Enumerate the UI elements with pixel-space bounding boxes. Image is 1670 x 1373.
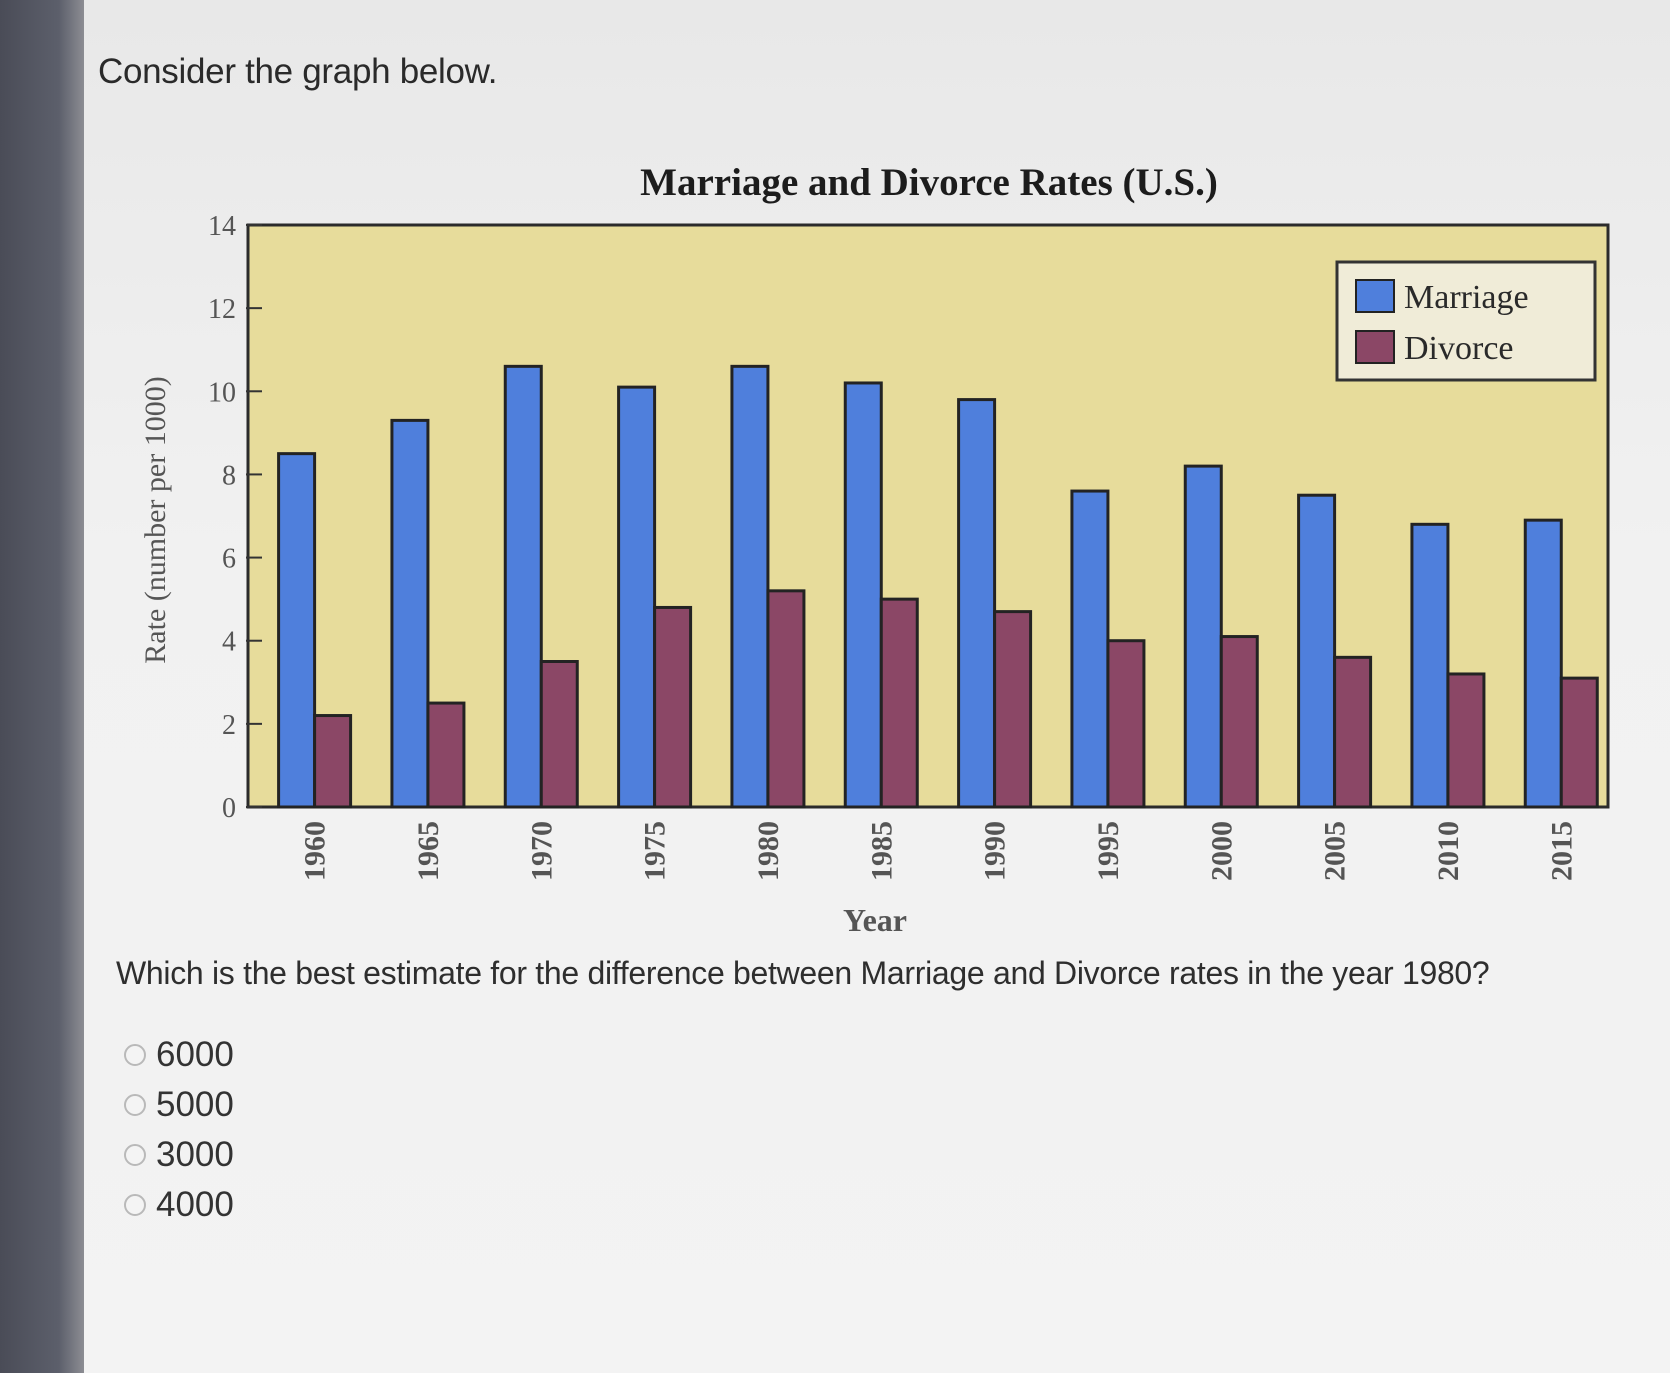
y-axis: 0 2 4 6 8 10 12 14: [208, 211, 262, 824]
question-text: Which is the best estimate for the diffe…: [116, 955, 1490, 991]
bars-group: [277, 364, 1599, 809]
y-tick-label: 12: [208, 294, 236, 325]
bar-marriage: [1297, 493, 1337, 809]
bar-divorce: [993, 610, 1033, 809]
monitor-bezel: [0, 0, 84, 1373]
bar-chart: Marriage and Divorce Rates (U.S.) 0 2 4 6 8 1…: [139, 161, 1610, 938]
radio-button[interactable]: [124, 1194, 146, 1216]
radio-button[interactable]: [124, 1094, 146, 1116]
bar-divorce: [313, 714, 353, 809]
y-tick-label: 6: [222, 544, 236, 575]
x-tick-label: 1990: [979, 821, 1012, 881]
bar-marriage: [1070, 489, 1110, 809]
bar-marriage: [390, 418, 430, 809]
question-prompt: Consider the graph below.: [98, 52, 498, 91]
bar-divorce: [1446, 672, 1486, 809]
bar-marriage: [957, 398, 997, 809]
chart-legend: Marriage Divorce: [1335, 260, 1597, 382]
legend-swatch-marriage: [1355, 279, 1395, 313]
bar-divorce: [1106, 639, 1146, 809]
x-tick-label: 1975: [639, 821, 672, 881]
x-tick-label: 1965: [412, 821, 445, 881]
choice-option-4[interactable]: 4000: [124, 1180, 234, 1230]
y-tick-label: 8: [222, 460, 236, 491]
legend-label-divorce: Divorce: [1404, 330, 1514, 367]
bar-marriage: [1183, 464, 1223, 809]
bar-divorce: [653, 605, 693, 809]
choice-label: 3000: [156, 1135, 234, 1174]
answer-choices: 6000 5000 3000 4000: [124, 1030, 234, 1230]
bar-marriage: [730, 364, 770, 809]
bar-marriage: [1523, 518, 1563, 809]
y-tick-label: 4: [222, 627, 236, 658]
bar-divorce: [426, 701, 466, 809]
y-tick-label: 0: [222, 793, 236, 824]
bar-divorce: [1219, 635, 1259, 809]
bar-marriage: [843, 381, 883, 809]
x-tick-label: 2010: [1432, 821, 1465, 881]
choice-option-1[interactable]: 6000: [124, 1030, 234, 1080]
bar-divorce: [766, 589, 806, 809]
choice-option-2[interactable]: 5000: [124, 1080, 234, 1130]
x-axis-label: Year: [843, 902, 907, 938]
bar-divorce: [879, 597, 919, 809]
bar-divorce: [1559, 676, 1599, 809]
choice-label: 5000: [156, 1085, 234, 1124]
bar-divorce: [1333, 655, 1373, 809]
choice-label: 6000: [156, 1035, 234, 1074]
y-tick-label: 10: [208, 377, 236, 408]
x-tick-label: 2000: [1205, 821, 1238, 881]
x-axis: 1960 1965 1970 1975 1980 1985 1990 1995 2000 2005…: [299, 821, 1579, 881]
bar-marriage: [617, 385, 657, 809]
x-tick-label: 1970: [525, 821, 558, 881]
bar-marriage: [277, 452, 317, 809]
choice-label: 4000: [156, 1185, 234, 1224]
legend-label-marriage: Marriage: [1404, 279, 1529, 316]
bar-marriage: [503, 364, 543, 809]
radio-button[interactable]: [124, 1144, 146, 1166]
x-tick-label: 1995: [1092, 821, 1125, 881]
radio-button[interactable]: [124, 1044, 146, 1066]
x-tick-label: 2015: [1545, 821, 1578, 881]
bar-marriage: [1410, 522, 1450, 809]
y-tick-label: 2: [222, 710, 236, 741]
bar-divorce: [539, 660, 579, 809]
legend-swatch-divorce: [1355, 330, 1395, 364]
x-tick-label: 1985: [865, 821, 898, 881]
y-axis-label: Rate (number per 1000): [139, 376, 172, 663]
chart-title: Marriage and Divorce Rates (U.S.): [640, 161, 1218, 204]
y-tick-label: 14: [208, 211, 236, 242]
x-tick-label: 2005: [1319, 821, 1352, 881]
x-tick-label: 1980: [752, 821, 785, 881]
x-tick-label: 1960: [299, 821, 332, 881]
choice-option-3[interactable]: 3000: [124, 1130, 234, 1180]
